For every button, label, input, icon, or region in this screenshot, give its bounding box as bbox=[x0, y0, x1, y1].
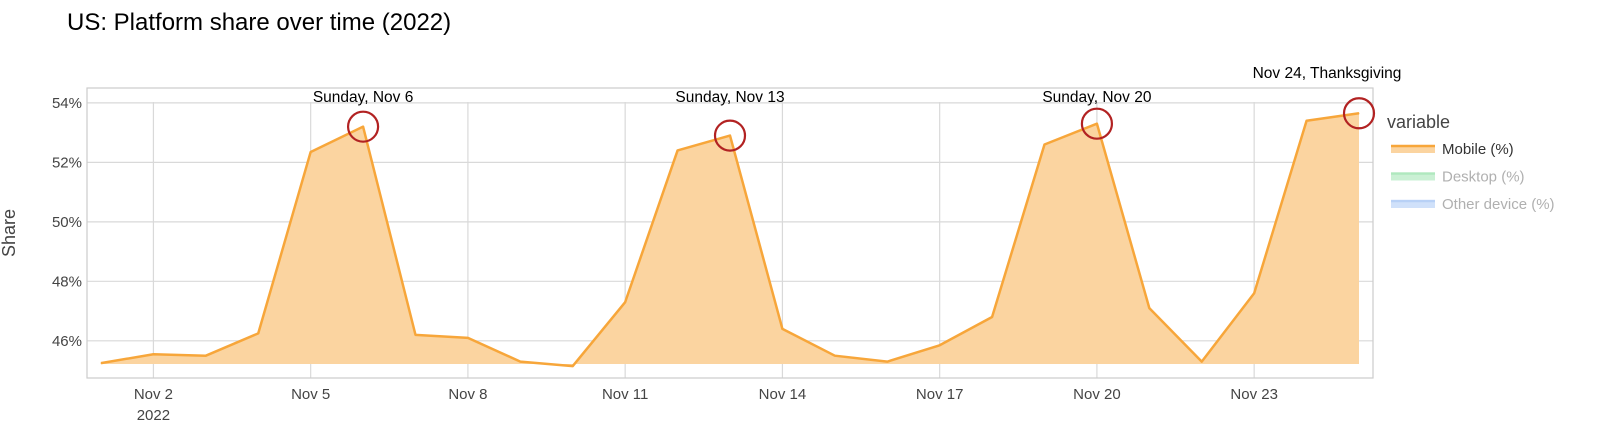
legend-item[interactable]: Other device (%) bbox=[1391, 196, 1555, 213]
data-point bbox=[362, 126, 364, 128]
legend-label: Mobile (%) bbox=[1442, 141, 1514, 158]
y-axis-title: Share bbox=[0, 209, 19, 257]
y-tick-label: 52% bbox=[52, 154, 82, 171]
legend-label: Other device (%) bbox=[1442, 196, 1555, 213]
x-tick-label: Nov 8 bbox=[448, 386, 487, 403]
data-point bbox=[100, 362, 102, 364]
annotation-circle bbox=[1342, 97, 1376, 130]
annotation-label: Sunday, Nov 13 bbox=[675, 89, 784, 106]
data-point bbox=[519, 361, 521, 363]
data-point bbox=[152, 353, 154, 355]
data-point bbox=[729, 135, 731, 137]
series-area-0 bbox=[101, 113, 1359, 367]
data-point bbox=[677, 149, 679, 151]
legend-swatch-fill bbox=[1391, 172, 1435, 181]
data-point bbox=[781, 328, 783, 330]
legend[interactable]: variable Mobile (%) Desktop (%) Other devic… bbox=[1387, 112, 1555, 213]
x-tick-sublabel: 2022 bbox=[137, 407, 170, 424]
x-tick-label: Nov 5 bbox=[291, 386, 330, 403]
data-point bbox=[467, 337, 469, 339]
plot-border bbox=[86, 87, 1374, 379]
x-tick-label: Nov 11 bbox=[602, 386, 648, 403]
data-point bbox=[1044, 144, 1045, 146]
legend-label: Desktop (%) bbox=[1442, 169, 1525, 186]
data-point bbox=[834, 355, 836, 357]
x-tick-label: Nov 23 bbox=[1230, 386, 1278, 403]
legend-item[interactable]: Desktop (%) bbox=[1391, 169, 1525, 186]
data-point bbox=[1306, 120, 1308, 122]
data-point bbox=[1358, 112, 1360, 114]
y-tick-label: 48% bbox=[52, 273, 82, 290]
data-point bbox=[310, 151, 312, 153]
x-tick-label: Nov 20 bbox=[1073, 386, 1121, 403]
annotation-label: Sunday, Nov 20 bbox=[1042, 89, 1152, 106]
legend-title: variable bbox=[1387, 112, 1450, 132]
data-point bbox=[991, 316, 993, 318]
annotation-label: Nov 24, Thanksgiving bbox=[1253, 65, 1402, 82]
y-tick-label: 46% bbox=[52, 333, 82, 350]
data-point bbox=[939, 344, 941, 346]
data-point bbox=[1253, 292, 1255, 294]
legend-item[interactable]: Mobile (%) bbox=[1391, 141, 1514, 158]
data-point bbox=[572, 365, 574, 367]
data-point bbox=[1148, 307, 1150, 309]
data-point bbox=[257, 332, 259, 334]
annotation-circle bbox=[1080, 107, 1114, 140]
data-point bbox=[624, 301, 626, 303]
legend-swatch-fill bbox=[1391, 145, 1435, 153]
chart-title: US: Platform share over time (2022) bbox=[67, 9, 451, 36]
data-point bbox=[886, 361, 888, 363]
data-point bbox=[1096, 123, 1098, 125]
data-point bbox=[415, 334, 416, 336]
y-tick-label: 54% bbox=[52, 95, 82, 112]
annotation-label: Sunday, Nov 6 bbox=[313, 89, 414, 106]
legend-swatch-fill bbox=[1391, 200, 1435, 208]
data-point bbox=[1201, 361, 1203, 363]
annotation-circle bbox=[713, 119, 747, 152]
x-tick-label: Nov 17 bbox=[916, 386, 964, 403]
x-tick-label: Nov 14 bbox=[759, 386, 807, 403]
plot-area: 46% 48% 50% 52% 54% Nov 2 2022 Nov 5 Nov 8 Nov 11… bbox=[52, 65, 1401, 424]
data-point bbox=[205, 355, 207, 357]
x-tick-label: Nov 2 bbox=[134, 386, 173, 403]
annotation-circle bbox=[346, 110, 380, 143]
y-tick-label: 50% bbox=[52, 214, 82, 231]
